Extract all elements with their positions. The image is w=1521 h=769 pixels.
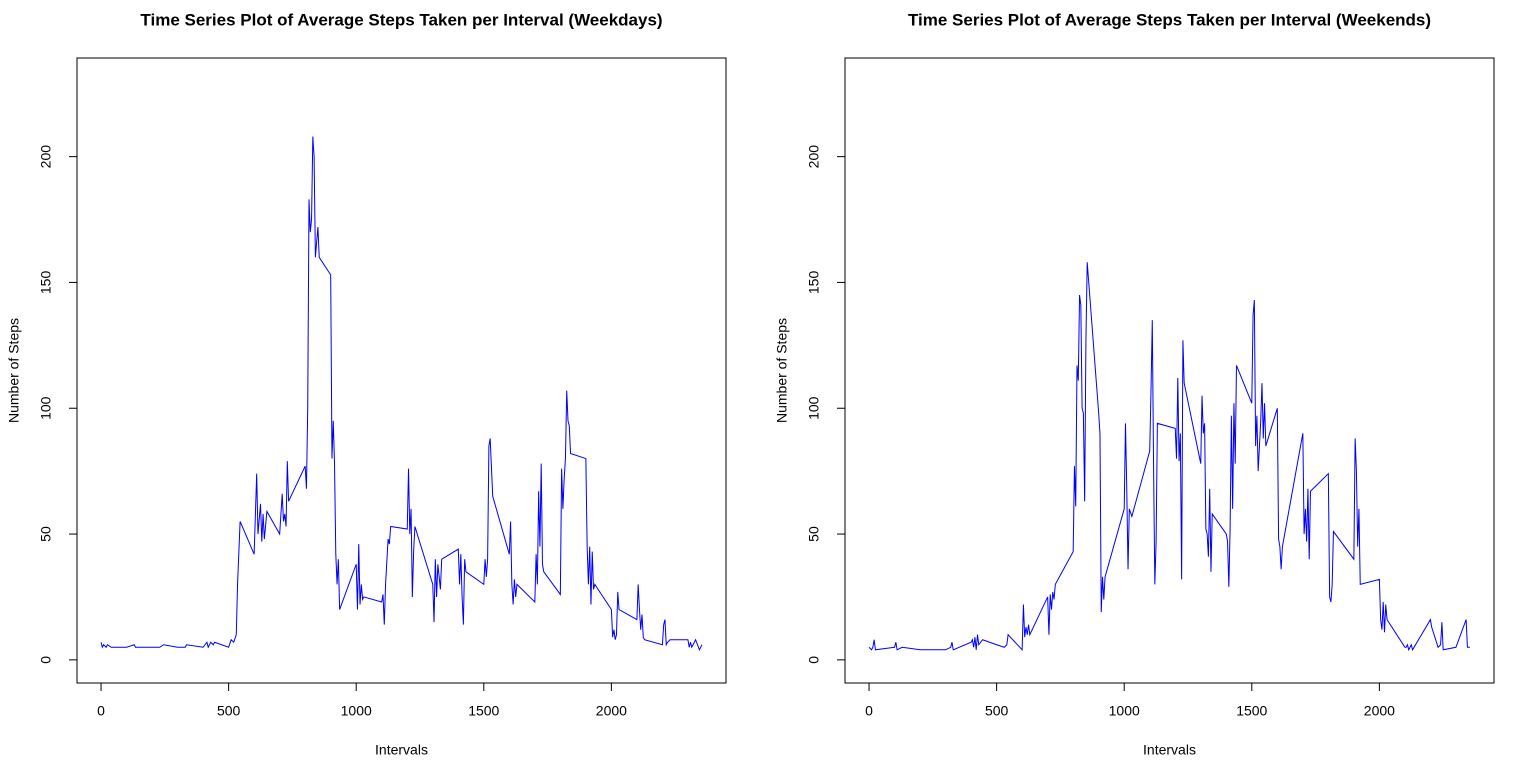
x-axis-label: Intervals [375,742,428,758]
x-tick-label: 500 [217,703,241,719]
x-tick-label: 500 [985,703,1009,719]
x-tick-label: 1500 [468,703,499,719]
y-axis-label: Number of Steps [6,318,22,423]
x-tick-label: 2000 [1364,703,1395,719]
plot-frame [76,57,727,684]
data-line [100,136,703,652]
y-tick-label: 0 [38,656,54,664]
x-tick-label: 1000 [1109,703,1140,719]
y-tick-label: 50 [806,526,822,542]
y-tick-label: 200 [806,145,822,169]
y-axis-label: Number of Steps [774,318,790,423]
chart-title: Time Series Plot of Average Steps Taken … [908,10,1431,29]
x-axis-label: Intervals [1143,742,1196,758]
x-tick-label: 0 [865,703,873,719]
y-tick-label: 150 [38,271,54,295]
y-tick-label: 150 [806,271,822,295]
y-tick-label: 50 [38,526,54,542]
x-tick-label: 0 [97,703,105,719]
chart-title: Time Series Plot of Average Steps Taken … [140,10,662,29]
y-tick-label: 100 [38,396,54,420]
x-tick-label: 2000 [596,703,627,719]
plot-frame [844,57,1495,684]
y-tick-label: 0 [806,656,822,664]
y-tick-label: 100 [806,396,822,420]
x-tick-label: 1000 [341,703,372,719]
data-line [868,262,1470,652]
x-tick-label: 1500 [1236,703,1267,719]
y-tick-label: 200 [38,145,54,169]
